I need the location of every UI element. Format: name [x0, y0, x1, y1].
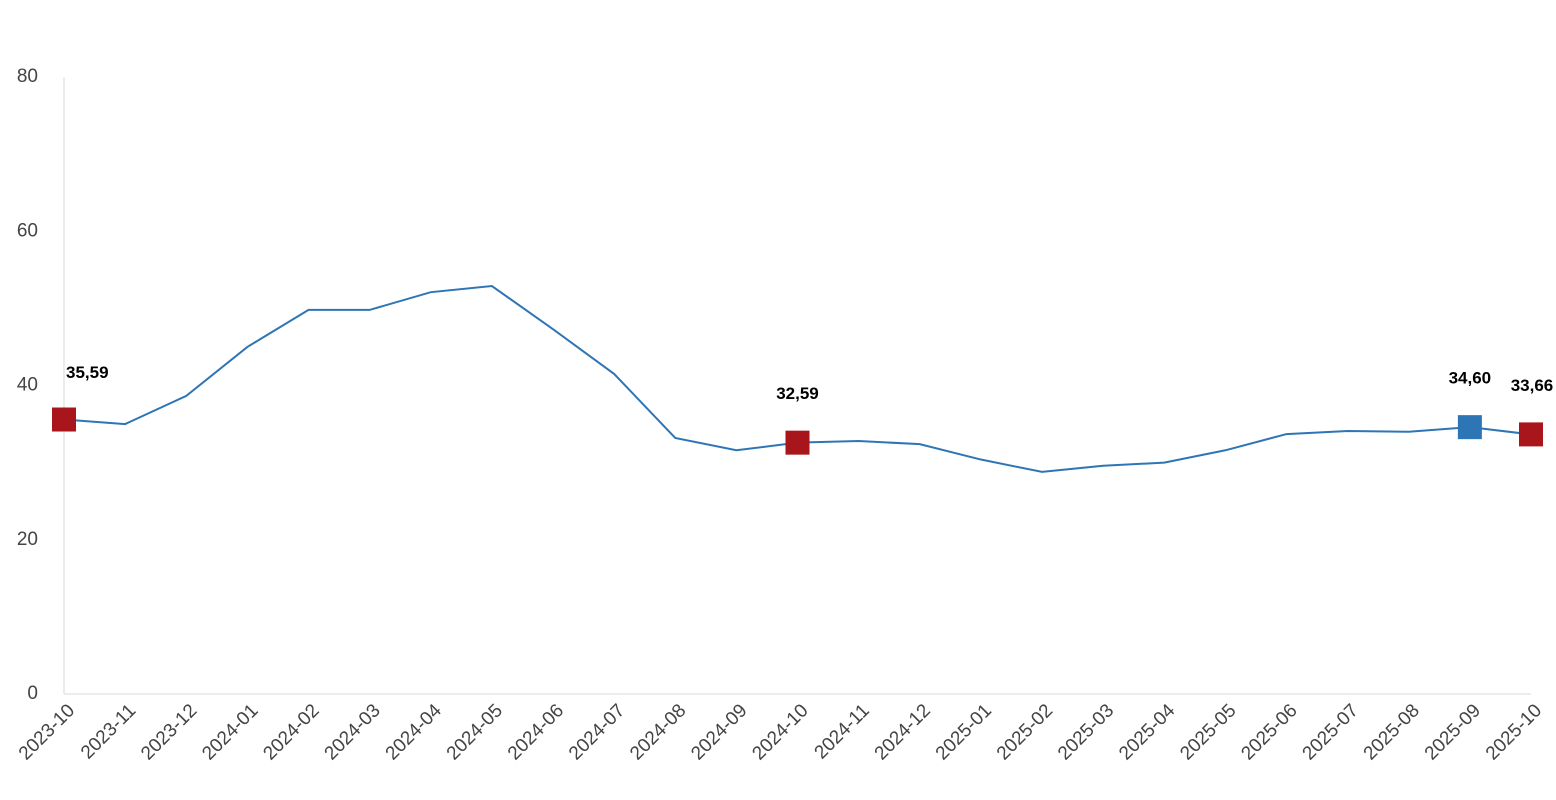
- x-tick-label: 2025-08: [1360, 700, 1424, 764]
- marker: [785, 430, 810, 455]
- x-tick-label: 2024-11: [811, 700, 874, 763]
- x-tick-label: 2025-09: [1421, 700, 1485, 764]
- marker: [1457, 415, 1482, 440]
- x-tick-label: 2025-03: [1054, 700, 1118, 764]
- x-tick-label: 2025-02: [993, 700, 1057, 764]
- x-tick-label: 2024-08: [626, 700, 690, 764]
- marker: [1519, 422, 1543, 447]
- x-tick-label: 2023-11: [77, 700, 140, 763]
- x-tick-label: 2024-01: [198, 700, 262, 764]
- x-tick-label: 2025-06: [1237, 700, 1301, 764]
- x-tick-label: 2023-12: [137, 700, 201, 764]
- x-tick-label: 2024-02: [259, 700, 323, 764]
- x-tick-label: 2024-06: [504, 700, 568, 764]
- y-tick-label: 80: [17, 66, 38, 87]
- x-tick-label: 2024-09: [687, 700, 751, 764]
- y-tick-label: 0: [27, 683, 38, 704]
- marker: [52, 407, 76, 432]
- x-tick-label: 2025-05: [1176, 700, 1240, 764]
- x-tick-label: 2024-04: [382, 700, 446, 764]
- x-tick-label: 2023-10: [15, 700, 79, 764]
- data-label: 35,59: [66, 363, 109, 382]
- y-tick-label: 40: [17, 375, 38, 396]
- x-tick-label: 2024-03: [321, 700, 385, 764]
- x-tick-label: 2024-05: [443, 700, 507, 764]
- x-tick-label: 2025-01: [932, 700, 996, 764]
- data-label: 32,59: [776, 384, 819, 403]
- x-tick-label: 2024-07: [565, 700, 629, 764]
- data-label: 33,66: [1511, 376, 1554, 395]
- x-tick-label: 2024-10: [748, 700, 812, 764]
- data-label: 34,60: [1449, 369, 1492, 388]
- x-tick-label: 2025-04: [1115, 700, 1179, 764]
- x-tick-label: 2025-10: [1482, 700, 1546, 764]
- x-tick-label: 2024-12: [871, 700, 935, 764]
- y-tick-label: 60: [17, 220, 38, 241]
- x-tick-label: 2025-07: [1299, 700, 1363, 764]
- y-tick-label: 20: [17, 529, 38, 550]
